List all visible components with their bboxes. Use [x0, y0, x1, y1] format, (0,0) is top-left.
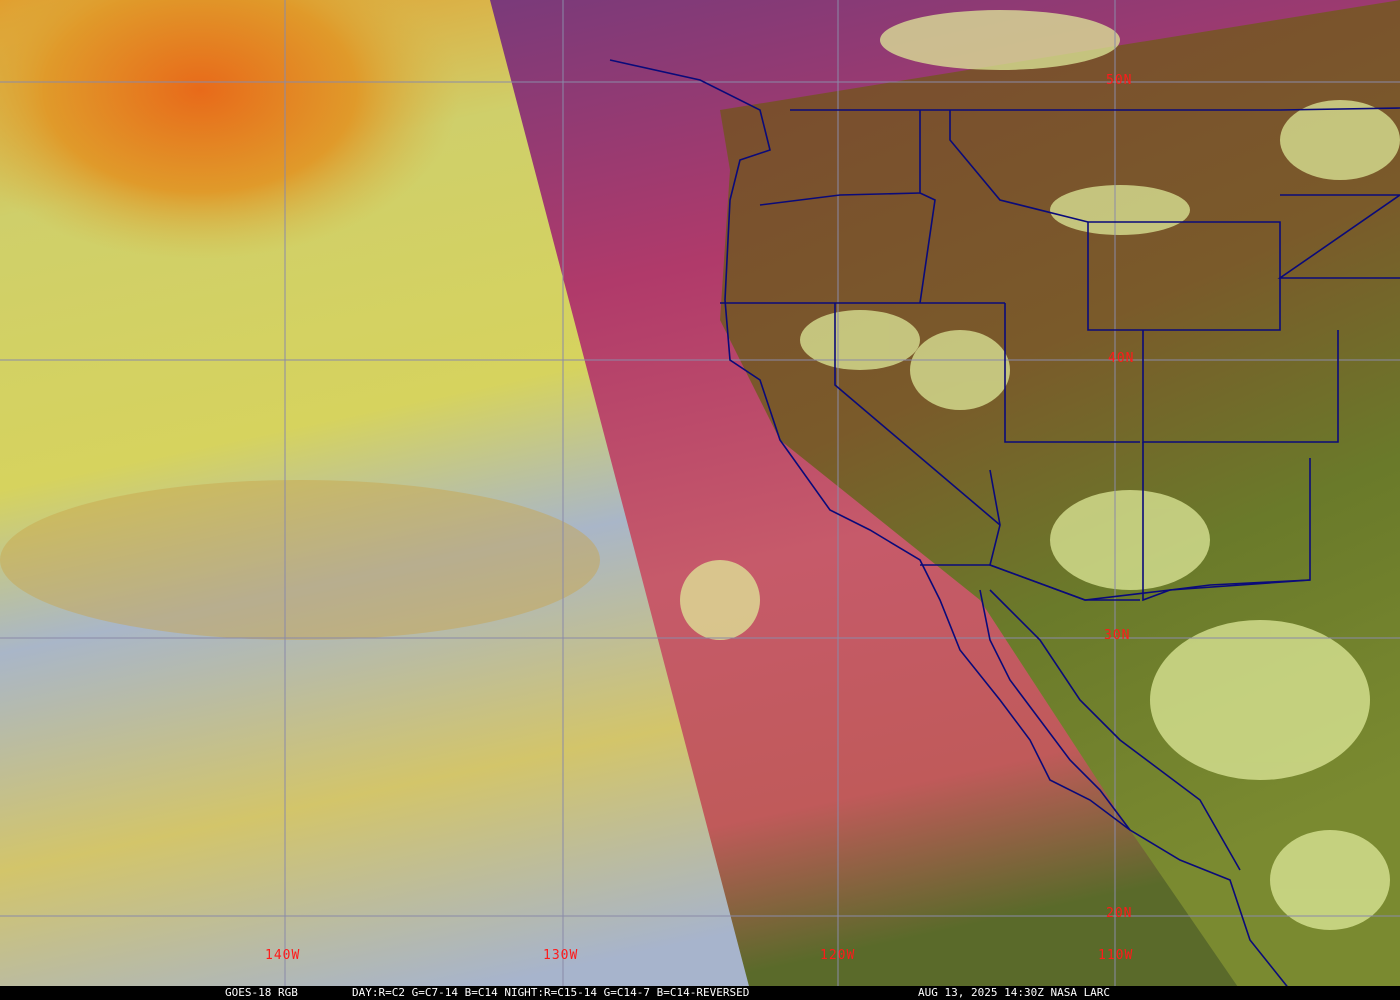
lat-label-30n: 30N: [1104, 628, 1131, 643]
montana-border: [949, 110, 1089, 223]
dakota-border: [1277, 194, 1400, 279]
wyoming-border: [1087, 221, 1281, 331]
cloud-band: [0, 480, 600, 640]
mexico-border: [920, 564, 1311, 601]
lat-label-20n: 20N: [1106, 906, 1133, 921]
lon-label-140w: 140W: [265, 948, 301, 963]
lat-label-40n: 40N: [1108, 351, 1135, 366]
washington-oregon-border: [759, 192, 921, 206]
satellite-name: GOES-18 RGB: [225, 986, 298, 999]
timestamp: AUG 13, 2025 14:30Z NASA LARC: [918, 986, 1111, 999]
political-borders: [609, 59, 1400, 991]
storm-system: [0, 0, 460, 260]
product-description: DAY:R=C2 G=C7-14 B=C14 NIGHT:R=C15-14 G=…: [352, 986, 750, 999]
mainland-mexico-coast: [989, 589, 1241, 871]
lon-label-120w: 120W: [820, 948, 856, 963]
nevada-border: [834, 303, 1001, 526]
lon-label-110w: 110W: [1098, 948, 1134, 963]
coastline: [609, 59, 1291, 991]
colorado-border: [1142, 330, 1339, 443]
new-mexico-border: [1142, 442, 1311, 602]
lon-label-130w: 130W: [543, 948, 579, 963]
lat-label-50n: 50N: [1106, 73, 1133, 88]
caption-bar: GOES-18 RGB DAY:R=C2 G=C7-14 B=C14 NIGHT…: [0, 986, 1400, 1000]
baja-coastline: [979, 589, 1131, 831]
us-canada-border: [790, 107, 1400, 111]
utah-border: [1004, 303, 1140, 443]
idaho-border: [919, 110, 936, 304]
